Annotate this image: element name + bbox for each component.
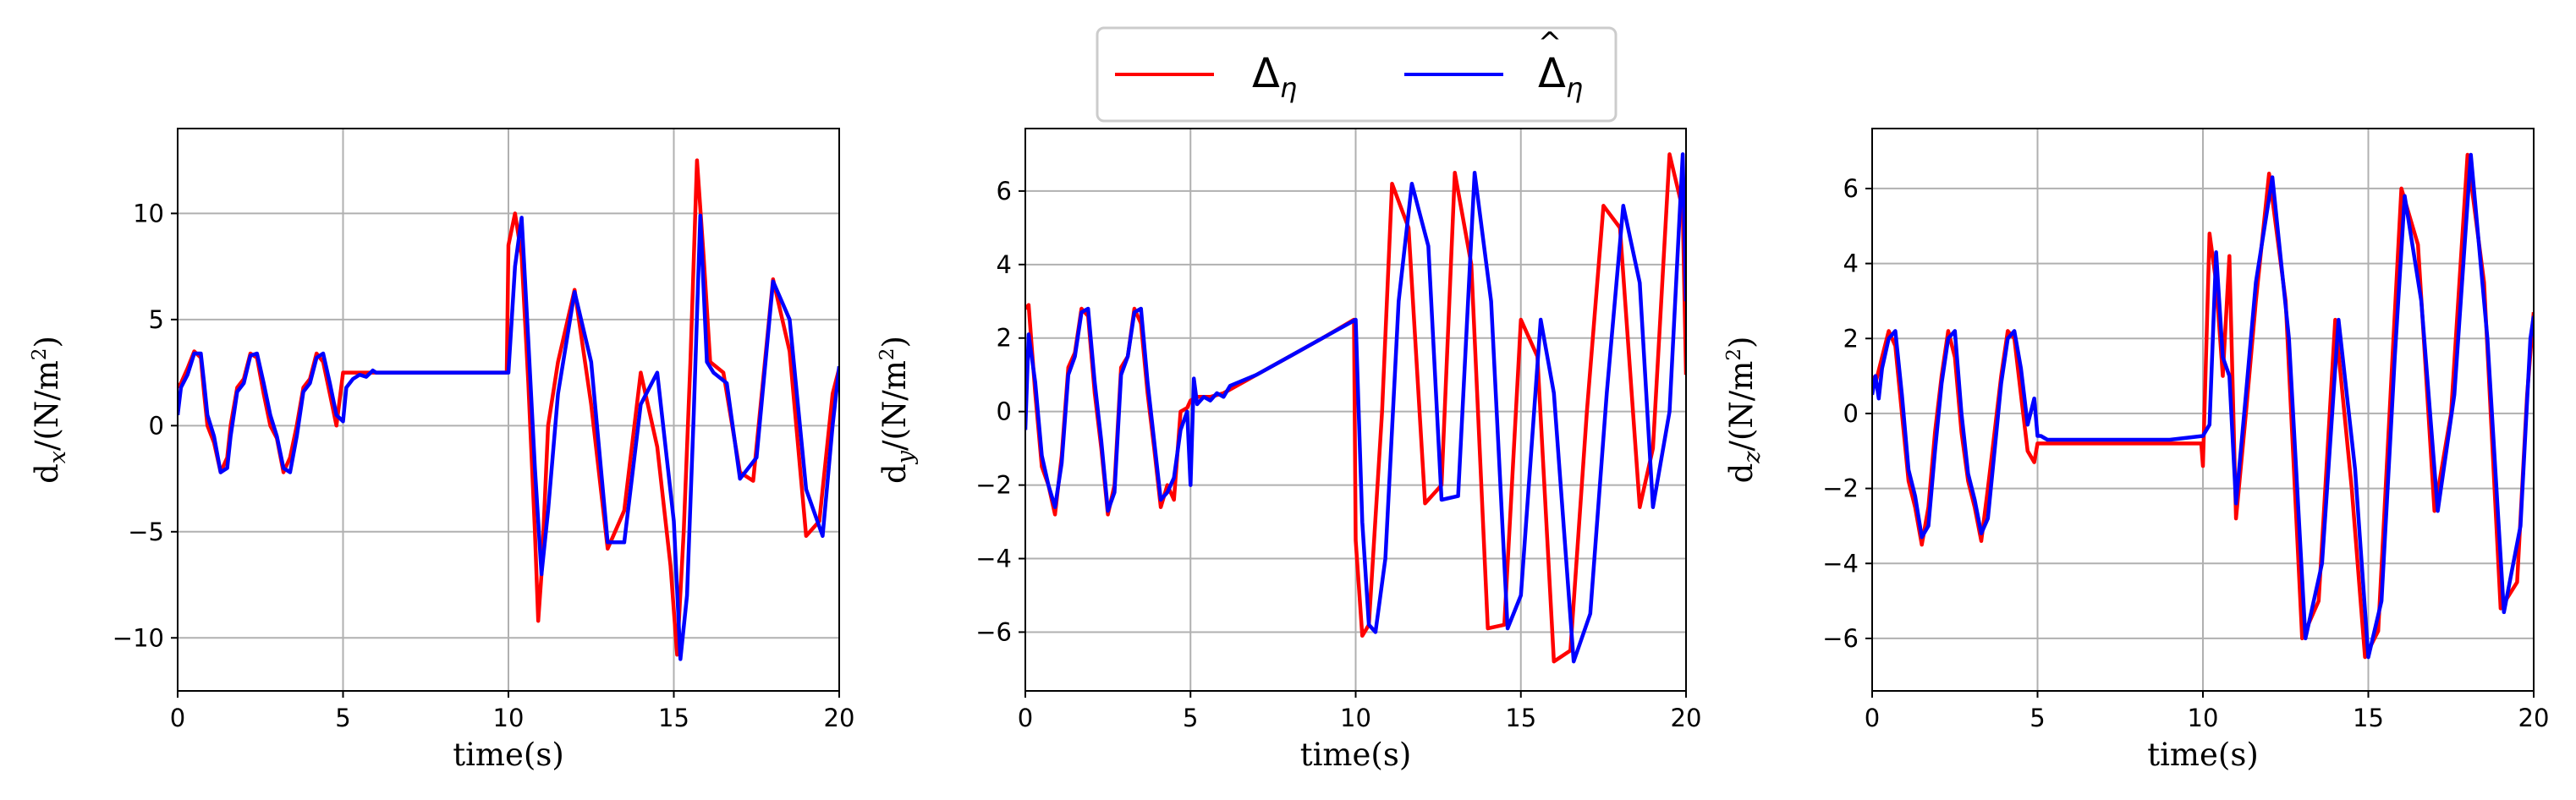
panel-3-xtick-label-1: 5 [2029,704,2045,732]
panel-2-xlabel: time(s) [1300,737,1412,773]
panel-1-ytick-label-4: 10 [133,199,164,227]
panel-2-xtick-label-3: 15 [1505,704,1536,732]
panel-1-ylabel-part-4: ) [29,336,65,348]
panel-3-ytick-label-2: −2 [1822,474,1859,503]
panel-1-ytick-label-2: 0 [149,411,164,440]
panel-3-xtick-label-4: 20 [2518,704,2550,732]
panel-1-xlabel: time(s) [453,737,564,773]
panel-3-ylabel-part-0: d [1723,463,1760,484]
panel-3-xtick-label-2: 10 [2188,704,2219,732]
panel-1-xtick-label-2: 10 [493,704,525,732]
panel-1-ylabel-part-0: d [29,463,65,484]
panel-3-ylabel-part-4: ) [1723,337,1760,348]
panel-2-xtick-label-0: 0 [1018,704,1033,732]
panel-2-ytick-label-2: −2 [975,471,1012,500]
legend-label-delta-subscript: η [1280,72,1297,104]
panel-3-xtick-label-3: 15 [2353,704,2384,732]
panel-1-ylabel-part-2: /(N/m [29,360,65,451]
panel-2-xtick-label-4: 20 [1671,704,1702,732]
legend: Δη Δη ^ [1096,26,1618,123]
panel-1-ylabel: dx/(N/m2) [29,336,71,484]
panel-2-xtick-label-2: 10 [1340,704,1371,732]
panel-3-ytick-label-0: −6 [1822,624,1859,653]
panel-2-ylabel-part-1: y [893,450,919,464]
legend-label-delta-hat: Δη [1538,50,1583,104]
panel-2-ylabel-part-4: ) [876,336,913,348]
panel-2-ytick-label-1: −4 [975,545,1012,573]
panel-2-ytick-label-5: 4 [997,250,1012,279]
panel-3-series-blue [1872,152,2534,660]
panel-3-ytick-label-6: 6 [1843,174,1859,203]
panel-2-ylabel-part-0: d [876,463,913,484]
legend-label-delta-hat-subscript: η [1566,72,1583,104]
panel-1: 0 5 10 15 20 −10 −5 0 5 10 time(s) dx/(N/m2) [29,128,855,773]
panel-3-xlabel: time(s) [2147,737,2259,773]
legend-hat-accent: ^ [1538,26,1563,60]
legend-frame [1096,26,1618,123]
panel-2-ytick-label-6: 6 [997,177,1012,205]
panel-3-xtick-label-0: 0 [1865,704,1880,732]
panel-3-ytick-label-1: −4 [1822,549,1859,578]
panel-2-xtick-label-1: 5 [1183,704,1198,732]
legend-label-delta-symbol: Δ [1252,50,1280,97]
panel-1-xtick-label-1: 5 [335,704,350,732]
panel-2-ytick-label-3: 0 [997,397,1012,426]
panel-1-ytick-label-1: −5 [128,518,164,546]
panel-1-ylabel-part-1: x [45,451,71,463]
panel-2-ylabel-part-3: 2 [876,348,898,361]
legend-label-delta: Δη [1252,50,1297,104]
panel-3-ylabel-part-1: z [1739,451,1766,464]
panel-1-xtick-label-3: 15 [658,704,689,732]
panel-2-ylabel-part-2: /(N/m [876,360,913,451]
panel-1-ytick-label-3: 5 [149,305,164,334]
panel-3-ytick-label-4: 2 [1843,324,1859,353]
panel-1-xtick-label-0: 0 [170,704,185,732]
panel-2-ylabel: dy/(N/m2) [876,336,919,484]
panel-3-ytick-label-3: 0 [1843,399,1859,428]
panel-1-xtick-label-4: 20 [824,704,855,732]
panel-2-series-blue [1025,152,1686,664]
panel-1-ylabel-part-3: 2 [29,348,51,361]
panel-3-ylabel-part-3: 2 [1723,348,1745,361]
panel-2-ytick-label-0: −6 [975,617,1012,646]
panel-2-ytick-label-4: 2 [997,324,1012,353]
panel-3-ytick-label-5: 4 [1843,249,1859,278]
panel-3-ylabel: dz/(N/m2) [1723,337,1766,484]
panel-1-series-blue [178,213,839,661]
legend-label-delta-hat-symbol: Δ [1538,50,1566,97]
panel-1-ytick-label-0: −10 [113,623,164,652]
panel-3-ylabel-part-2: /(N/m [1723,361,1760,452]
